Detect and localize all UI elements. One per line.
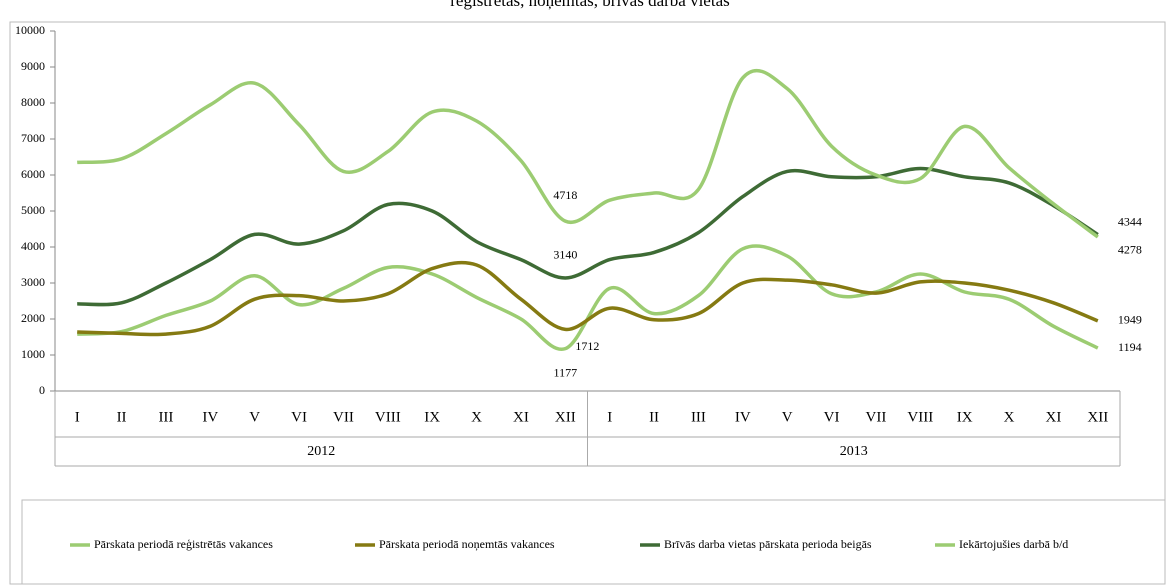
y-tick-label: 5000 — [21, 203, 45, 217]
x-tick-label: XII — [555, 409, 576, 425]
chart-title: reģistrētās, noņemtās, brīvās darba viet… — [450, 0, 729, 10]
x-tick-label: VI — [824, 409, 840, 425]
y-tick-label: 2000 — [21, 311, 45, 325]
data-label: 4278 — [1118, 243, 1142, 257]
x-tick-label: XI — [1046, 409, 1062, 425]
x-tick-label: XI — [513, 409, 529, 425]
x-tick-label: IX — [424, 409, 440, 425]
legend-label: Pārskata periodā noņemtās vakances — [379, 537, 555, 551]
x-tick-label: II — [649, 409, 659, 425]
legend-frame — [21, 499, 1166, 585]
y-tick-label: 7000 — [21, 131, 45, 145]
series-line — [77, 69, 1099, 239]
x-tick-label: IV — [202, 409, 218, 425]
legend-label: Iekārtojušies darbā b/d — [959, 537, 1068, 551]
data-label: 1712 — [575, 339, 599, 353]
data-label: 1194 — [1118, 340, 1142, 354]
data-label: 4344 — [1118, 214, 1142, 228]
data-label: 1949 — [1118, 313, 1142, 327]
series-line — [77, 244, 1099, 351]
x-tick-label: VIII — [907, 409, 933, 425]
x-tick-label: VII — [866, 409, 887, 425]
x-tick-label: X — [471, 409, 482, 425]
y-tick-label: 9000 — [21, 59, 45, 73]
x-tick-label: VI — [291, 409, 307, 425]
y-tick-label: 1000 — [21, 347, 45, 361]
x-tick-label: III — [158, 409, 173, 425]
x-tick-label: II — [117, 409, 127, 425]
group-label: 2012 — [307, 444, 335, 459]
data-label: 4718 — [553, 188, 577, 202]
x-tick-label: III — [691, 409, 706, 425]
x-tick-label: V — [782, 409, 793, 425]
x-tick-label: IV — [735, 409, 751, 425]
y-tick-label: 6000 — [21, 167, 45, 181]
data-label: 1177 — [554, 365, 578, 379]
series-line — [77, 260, 1099, 337]
data-label: 3140 — [553, 248, 577, 262]
x-tick-label: V — [249, 409, 260, 425]
x-tick-label: VIII — [375, 409, 401, 425]
series-line — [77, 166, 1099, 307]
x-tick-label: XII — [1087, 409, 1108, 425]
y-tick-label: 4000 — [21, 239, 45, 253]
x-tick-label: X — [1004, 409, 1015, 425]
y-tick-label: 8000 — [21, 95, 45, 109]
y-tick-label: 10000 — [15, 23, 45, 37]
y-tick-label: 0 — [39, 383, 45, 397]
group-label: 2013 — [840, 444, 868, 459]
x-tick-label: I — [607, 409, 612, 425]
x-tick-label: VII — [333, 409, 354, 425]
y-tick-label: 3000 — [21, 275, 45, 289]
legend-label: Pārskata periodā reģistrētās vakances — [94, 537, 273, 551]
x-tick-label: IX — [957, 409, 973, 425]
x-tick-label: I — [75, 409, 80, 425]
legend-label: Brīvās darba vietas pārskata perioda bei… — [664, 537, 872, 551]
